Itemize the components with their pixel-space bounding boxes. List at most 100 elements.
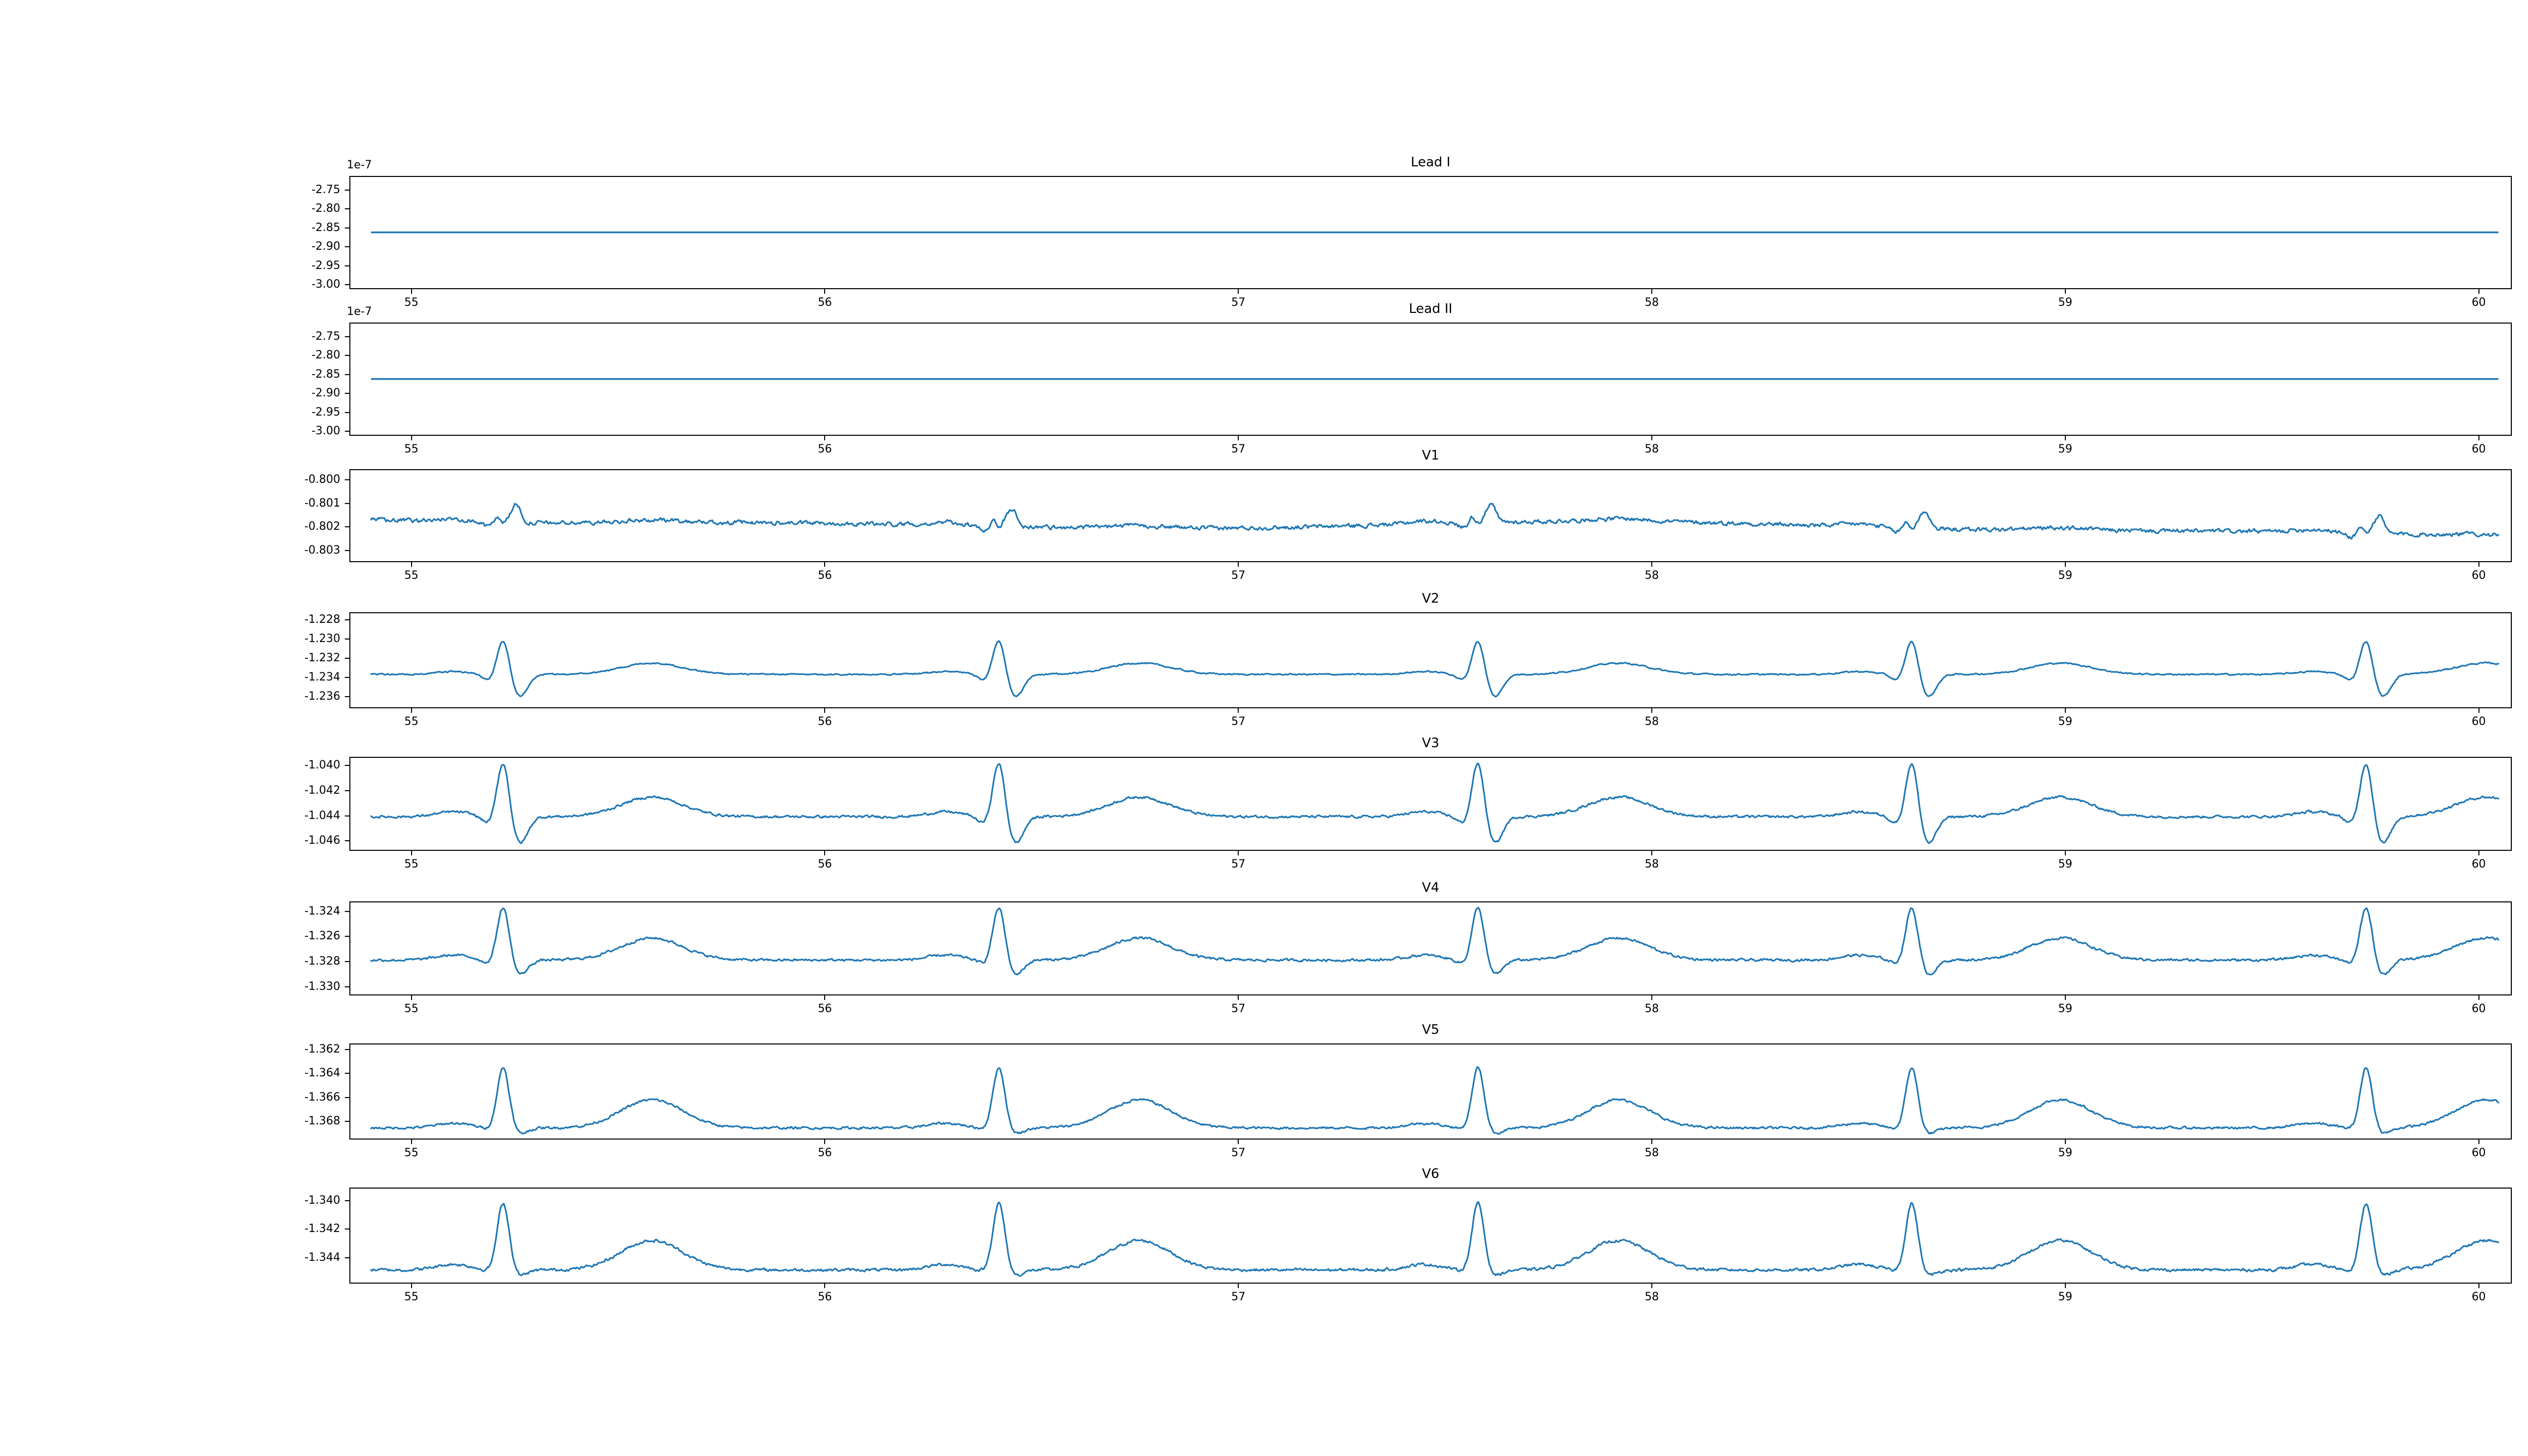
x-tick-mark: [1651, 289, 1652, 294]
y-tick-mark: [345, 1097, 349, 1098]
x-tick-label: 60: [2471, 443, 2486, 456]
x-tick-label: 59: [2058, 1291, 2072, 1303]
x-tick-label: 58: [1645, 569, 1659, 582]
x-tick-label: 58: [1645, 1147, 1659, 1159]
x-tick-mark: [1238, 851, 1239, 855]
x-tick-mark: [824, 1284, 826, 1288]
plot-area: [349, 1188, 2512, 1284]
x-tick-label: 60: [2471, 296, 2486, 309]
x-tick-label: 55: [404, 1291, 419, 1303]
y-tick-label: -2.85: [311, 221, 340, 234]
y-tick-mark: [345, 412, 349, 413]
x-tick-label: 59: [2058, 715, 2072, 728]
y-tick-mark: [345, 1049, 349, 1050]
y-tick-label: -1.328: [304, 955, 340, 968]
y-tick-label: -0.803: [304, 543, 340, 557]
y-tick-mark: [345, 986, 349, 987]
x-tick-mark: [1238, 708, 1239, 713]
x-tick-label: 59: [2058, 569, 2072, 582]
x-tick-mark: [824, 562, 826, 567]
y-tick-mark: [345, 208, 349, 210]
x-tick-label: 57: [1231, 1291, 1246, 1303]
y-axis-offset-label: 1e-7: [347, 305, 372, 318]
y-tick-label: -1.232: [304, 652, 340, 665]
x-tick-mark: [2478, 1284, 2479, 1288]
x-tick-mark: [1651, 562, 1652, 567]
y-tick-label: -1.230: [304, 632, 340, 646]
x-tick-mark: [2064, 289, 2066, 294]
y-tick-label: -2.95: [311, 405, 340, 419]
y-tick-label: -1.234: [304, 671, 340, 684]
y-tick-mark: [345, 526, 349, 528]
y-tick-label: -1.330: [304, 980, 340, 993]
y-tick-label: -1.326: [304, 930, 340, 943]
y-tick-mark: [345, 284, 349, 285]
y-tick-label: -1.042: [304, 784, 340, 797]
x-tick-label: 58: [1645, 715, 1659, 728]
x-tick-label: 58: [1645, 296, 1659, 309]
x-tick-mark: [1651, 1284, 1652, 1288]
x-tick-mark: [824, 1140, 826, 1144]
y-tick-label: -2.80: [311, 349, 340, 362]
x-tick-mark: [1651, 851, 1652, 855]
x-tick-mark: [2064, 562, 2066, 567]
x-tick-mark: [2064, 995, 2066, 1000]
subplot-title: Lead II: [1409, 301, 1453, 316]
x-tick-label: 55: [404, 443, 419, 456]
x-tick-label: 55: [404, 715, 419, 728]
x-tick-mark: [2478, 708, 2479, 713]
y-tick-label: -2.85: [311, 368, 340, 381]
x-tick-label: 58: [1645, 1291, 1659, 1303]
plot-area: [349, 469, 2512, 562]
y-tick-label: -1.228: [304, 613, 340, 626]
x-tick-label: 59: [2058, 858, 2072, 871]
y-tick-mark: [345, 677, 349, 678]
x-tick-label: 59: [2058, 1147, 2072, 1159]
y-tick-label: -2.75: [311, 330, 340, 343]
x-tick-label: 60: [2471, 715, 2486, 728]
y-tick-label: -1.040: [304, 759, 340, 772]
x-tick-label: 60: [2471, 1003, 2486, 1015]
x-tick-label: 57: [1231, 443, 1246, 456]
x-tick-mark: [824, 436, 826, 440]
y-tick-mark: [345, 227, 349, 229]
x-tick-mark: [411, 1140, 412, 1144]
subplot-title: V6: [1422, 1166, 1439, 1181]
x-tick-mark: [1238, 289, 1239, 294]
x-tick-label: 56: [818, 858, 832, 871]
x-tick-label: 55: [404, 1003, 419, 1015]
x-tick-mark: [1238, 436, 1239, 440]
y-tick-label: -0.801: [304, 496, 340, 510]
y-tick-mark: [345, 355, 349, 356]
x-tick-mark: [2478, 436, 2479, 440]
x-tick-mark: [1238, 562, 1239, 567]
x-tick-label: 56: [818, 569, 832, 582]
plot-area: [349, 612, 2512, 708]
x-tick-label: 55: [404, 296, 419, 309]
x-tick-label: 57: [1231, 1147, 1246, 1159]
y-tick-label: -0.802: [304, 520, 340, 533]
y-tick-label: -3.00: [311, 425, 340, 437]
y-tick-mark: [345, 658, 349, 659]
y-tick-mark: [345, 265, 349, 266]
y-tick-label: -0.800: [304, 473, 340, 486]
x-tick-mark: [1238, 1284, 1239, 1288]
x-tick-mark: [411, 995, 412, 1000]
y-tick-mark: [345, 961, 349, 963]
x-tick-mark: [2064, 851, 2066, 855]
y-tick-mark: [345, 639, 349, 640]
subplot-title: Lead I: [1411, 155, 1451, 170]
y-tick-label: -1.364: [304, 1067, 340, 1080]
x-tick-mark: [2064, 436, 2066, 440]
y-tick-mark: [345, 815, 349, 816]
y-tick-label: -2.80: [311, 202, 340, 215]
x-tick-label: 58: [1645, 443, 1659, 456]
x-tick-mark: [411, 851, 412, 855]
x-tick-label: 57: [1231, 858, 1246, 871]
x-tick-mark: [411, 1284, 412, 1288]
y-tick-label: -1.044: [304, 809, 340, 822]
plot-area: [349, 176, 2512, 289]
x-tick-mark: [411, 708, 412, 713]
x-tick-label: 57: [1231, 569, 1246, 582]
x-tick-mark: [411, 562, 412, 567]
